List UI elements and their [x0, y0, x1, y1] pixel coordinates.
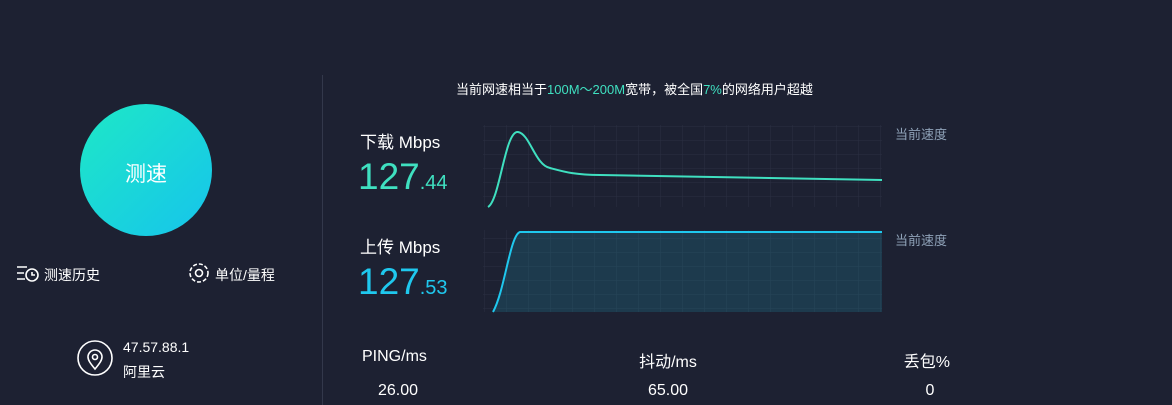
headline-highlight: 7%: [703, 82, 722, 97]
start-button[interactable]: 测速: [125, 163, 167, 186]
curve-label: 当前速度: [895, 127, 948, 142]
download-speed: 127.44: [358, 156, 448, 198]
speed-frac: .53: [419, 277, 448, 299]
units-link[interactable]: 单位/量程: [215, 267, 275, 283]
server-ip: 47.57.88.1: [123, 339, 190, 355]
server-provider: 阿里云: [123, 364, 165, 380]
start-button-bg[interactable]: [80, 104, 212, 236]
stat-value: 0: [925, 382, 935, 399]
headline-highlight: 100M～200M: [547, 82, 626, 97]
headline: 当前网速相当于100M～200M宽带，被全国7%的网络用户超越: [456, 79, 813, 98]
speed-frac: .44: [419, 172, 448, 194]
history-link[interactable]: 测速历史: [44, 267, 100, 283]
location-icon: [77, 340, 113, 376]
headline-text: 宽带，被全国: [625, 82, 704, 97]
upload-grid: [483, 230, 882, 312]
upload-label: 上传 Mbps: [360, 238, 441, 257]
speed-int: 127: [358, 261, 420, 302]
upload-speed: 127.53: [358, 261, 448, 303]
history-icon: [17, 266, 39, 282]
headline-text: 的网络用户超越: [721, 82, 813, 97]
download-curve: [487, 131, 883, 208]
stat-label: 抖动/ms: [639, 354, 697, 371]
stat-value: 65.00: [647, 382, 689, 399]
stat-label: 丢包%: [903, 354, 950, 371]
stat-value: 26.00: [377, 382, 419, 399]
download-label: 下载 Mbps: [360, 133, 441, 152]
download-grid: [483, 125, 882, 207]
curve-label: 当前速度: [895, 233, 948, 248]
upload-area: [493, 232, 882, 312]
settings-icon: [189, 263, 209, 283]
headline-text: 当前网速相当于: [456, 82, 548, 97]
speed-int: 127: [358, 156, 420, 197]
upload-curve: [492, 231, 882, 313]
stat-label: PING/ms: [362, 348, 427, 365]
